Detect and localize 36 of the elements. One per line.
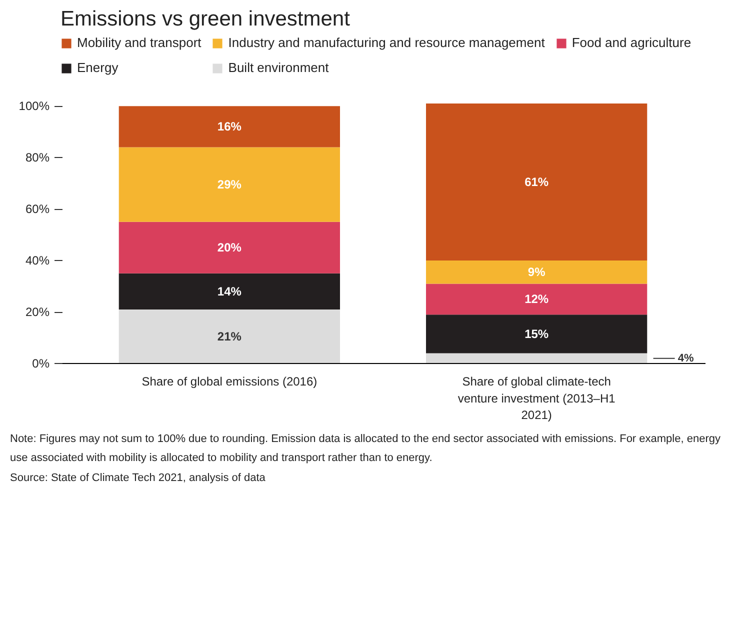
x-tick-label: Share of global emissions (2016) [142, 374, 318, 388]
data-label: 20% [217, 240, 242, 255]
data-label: 29% [217, 178, 242, 192]
bar [426, 284, 648, 315]
y-tick-label: 80% [25, 150, 50, 165]
data-label: 4% [678, 352, 694, 364]
data-label: 9% [528, 265, 546, 280]
y-tick-label: 60% [25, 202, 50, 216]
bar [118, 147, 340, 222]
y-tick-label: 100% [18, 99, 50, 114]
bar [426, 260, 648, 284]
legend-label: Food and agriculture [572, 35, 692, 50]
y-tick-label: 20% [25, 305, 50, 320]
bar [118, 222, 340, 274]
bar [118, 309, 340, 364]
y-tick-label: 0% [32, 356, 50, 370]
chart-title: Emissions vs green investment [60, 8, 350, 30]
data-label: 16% [217, 120, 242, 134]
data-label: 12% [524, 292, 549, 306]
bar [426, 314, 648, 354]
data-label: 15% [524, 326, 549, 341]
legend-label: Built environment [228, 60, 329, 75]
text: Note: Figures may not sum to 100% due to rounding. Emission data is allocated to the end sector associated with emissions. For example, energy use associated with mobility is allocated to mobility and transport rather than to energy. [10, 432, 722, 466]
bar [118, 273, 340, 310]
x-tick-label: Share of global climate-tech venture investment (2013–H1 2021) [458, 374, 616, 422]
bar [426, 353, 648, 364]
data-label: 21% [217, 329, 242, 344]
legend-label: Energy [77, 60, 118, 75]
data-label: 61% [524, 175, 549, 190]
y-tick-label: 40% [25, 254, 50, 268]
source-note: Source: State of Climate Tech 2021, analysis of data [10, 470, 266, 486]
legend-label: Industry and manufacturing and resource management [228, 35, 545, 50]
data-label: 14% [217, 284, 242, 298]
legend-label: Mobility and transport [77, 35, 202, 50]
bar [118, 106, 340, 148]
bar [426, 104, 648, 261]
